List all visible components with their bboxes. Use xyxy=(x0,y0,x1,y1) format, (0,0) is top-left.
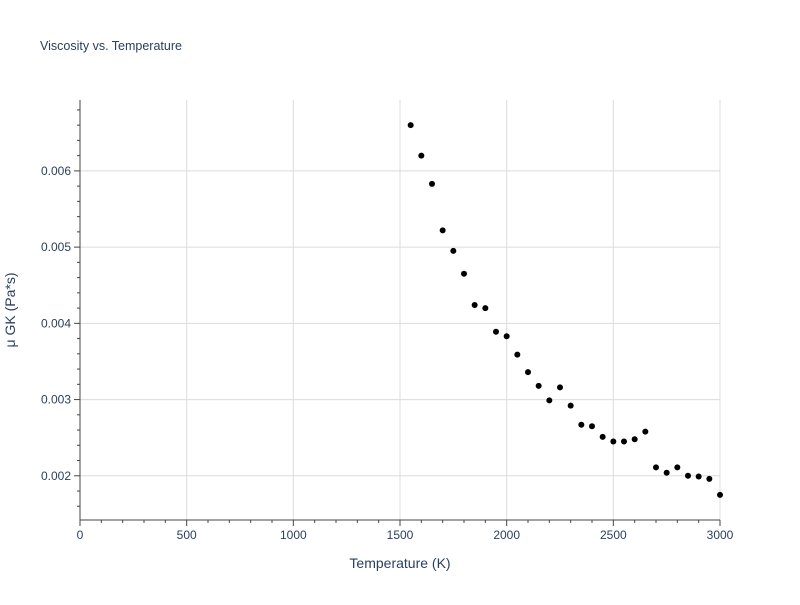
data-point xyxy=(685,472,691,479)
data-point xyxy=(599,433,606,440)
y-tick-label: 0.006 xyxy=(41,164,71,178)
data-point xyxy=(717,491,723,498)
x-tick-label: 3000 xyxy=(707,528,734,542)
data-point xyxy=(578,421,585,428)
data-point xyxy=(589,423,595,430)
data-point xyxy=(535,382,542,389)
grid-lines xyxy=(80,100,721,520)
data-point xyxy=(674,464,681,471)
data-point xyxy=(503,333,510,340)
y-tick-label: 0.005 xyxy=(41,240,71,254)
x-tick-label: 1000 xyxy=(280,528,307,542)
data-point xyxy=(642,428,649,435)
data-point xyxy=(567,402,574,409)
data-point xyxy=(621,438,627,445)
axes: 0 500 1000 1500 2000 2500 3000 0.002 0.003 0.004 0… xyxy=(41,100,734,542)
data-point xyxy=(653,464,659,471)
y-tick-label: 0.004 xyxy=(41,316,71,330)
data-point xyxy=(514,351,521,358)
data-point xyxy=(525,369,531,376)
data-point xyxy=(461,270,467,277)
x-tick-label: 0 xyxy=(77,528,84,542)
data-point xyxy=(407,122,414,129)
data-point xyxy=(631,436,638,443)
data-point xyxy=(610,438,617,445)
x-tick-label: 2500 xyxy=(600,528,627,542)
data-point xyxy=(439,227,446,234)
data-point xyxy=(493,328,499,335)
data-point xyxy=(557,384,563,391)
x-tick-label: 2000 xyxy=(493,528,520,542)
data-point xyxy=(482,305,489,312)
data-point xyxy=(471,302,478,309)
y-tick-label: 0.002 xyxy=(41,469,71,483)
chart-title: Viscosity vs. Temperature xyxy=(40,39,182,53)
y-tick-label: 0.003 xyxy=(41,393,71,407)
data-point xyxy=(450,247,457,254)
data-point xyxy=(706,475,713,482)
data-point xyxy=(429,180,435,187)
data-point xyxy=(546,397,553,404)
x-tick-label: 500 xyxy=(177,528,197,542)
data-point xyxy=(695,473,702,480)
data-point xyxy=(663,469,670,476)
data-points xyxy=(407,122,723,498)
x-axis-title: Temperature (K) xyxy=(349,555,450,571)
y-axis-title: μ GK (Pa*s) xyxy=(2,273,18,348)
x-tick-label: 1500 xyxy=(387,528,414,542)
data-point xyxy=(418,152,425,159)
